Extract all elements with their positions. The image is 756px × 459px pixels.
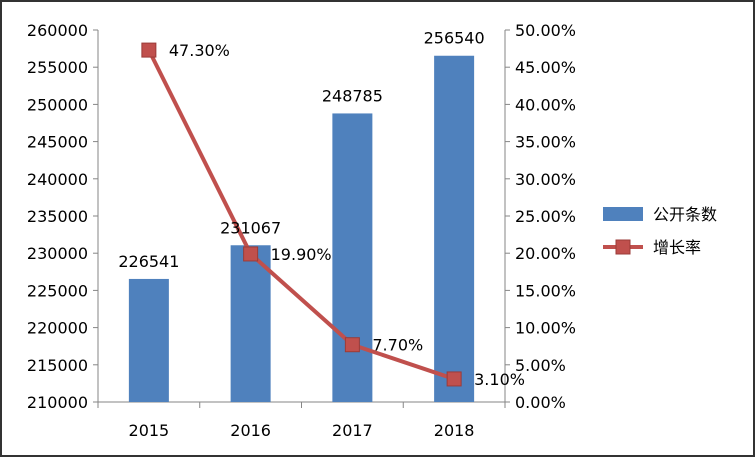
line-value-label: 19.90% <box>271 245 332 264</box>
y-right-tick-label: 50.00% <box>515 21 576 40</box>
growth-rate-marker-2016 <box>243 246 259 262</box>
x-tick-label: 2017 <box>332 421 373 440</box>
bar-2016 <box>230 245 271 402</box>
y-left-tick-label: 260000 <box>27 21 88 40</box>
legend-marker-swatch <box>615 239 631 255</box>
bar-value-label: 256540 <box>424 29 485 48</box>
y-right-tick-label: 10.00% <box>515 319 576 338</box>
bar-value-label: 231067 <box>220 218 281 237</box>
y-left-tick-label: 255000 <box>27 58 88 77</box>
y-right-tick-label: 0.00% <box>515 393 566 412</box>
y-right-tick-label: 25.00% <box>515 207 576 226</box>
x-tick-label: 2015 <box>129 421 170 440</box>
y-left-tick-label: 245000 <box>27 133 88 152</box>
y-left-tick-label: 220000 <box>27 319 88 338</box>
y-left-tick-label: 235000 <box>27 207 88 226</box>
growth-rate-marker-2015 <box>141 42 157 58</box>
y-left-tick-label: 225000 <box>27 281 88 300</box>
line-value-label: 3.10% <box>474 370 525 389</box>
legend-label-line: 增长率 <box>653 238 701 257</box>
bar-value-label: 226541 <box>118 252 179 271</box>
growth-rate-marker-2018 <box>446 371 462 387</box>
bar-2015 <box>128 278 169 402</box>
legend-label-bar: 公开条数 <box>653 205 717 224</box>
y-right-tick-label: 5.00% <box>515 356 566 375</box>
line-value-label: 47.30% <box>169 41 230 60</box>
y-left-tick-label: 210000 <box>27 393 88 412</box>
y-right-tick-label: 35.00% <box>515 133 576 152</box>
y-left-tick-label: 230000 <box>27 244 88 263</box>
line-value-label: 7.70% <box>372 336 423 355</box>
growth-rate-marker-2017 <box>344 337 360 353</box>
y-right-tick-label: 30.00% <box>515 170 576 189</box>
y-right-tick-label: 15.00% <box>515 281 576 300</box>
x-tick-label: 2018 <box>434 421 475 440</box>
legend-swatch-bar <box>603 207 643 221</box>
growth-rate-line <box>147 49 455 381</box>
y-right-tick-label: 20.00% <box>515 244 576 263</box>
y-left-tick-label: 215000 <box>27 356 88 375</box>
bar-value-label: 248785 <box>322 86 383 105</box>
y-left-tick-label: 240000 <box>27 170 88 189</box>
y-right-tick-label: 45.00% <box>515 58 576 77</box>
x-tick-label: 2016 <box>230 421 271 440</box>
bar-2017 <box>332 113 373 402</box>
y-right-tick-label: 40.00% <box>515 95 576 114</box>
bar-2018 <box>434 55 475 402</box>
y-left-tick-label: 250000 <box>27 95 88 114</box>
